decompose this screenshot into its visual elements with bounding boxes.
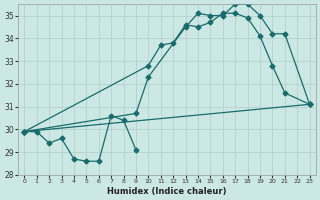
X-axis label: Humidex (Indice chaleur): Humidex (Indice chaleur) bbox=[107, 187, 227, 196]
